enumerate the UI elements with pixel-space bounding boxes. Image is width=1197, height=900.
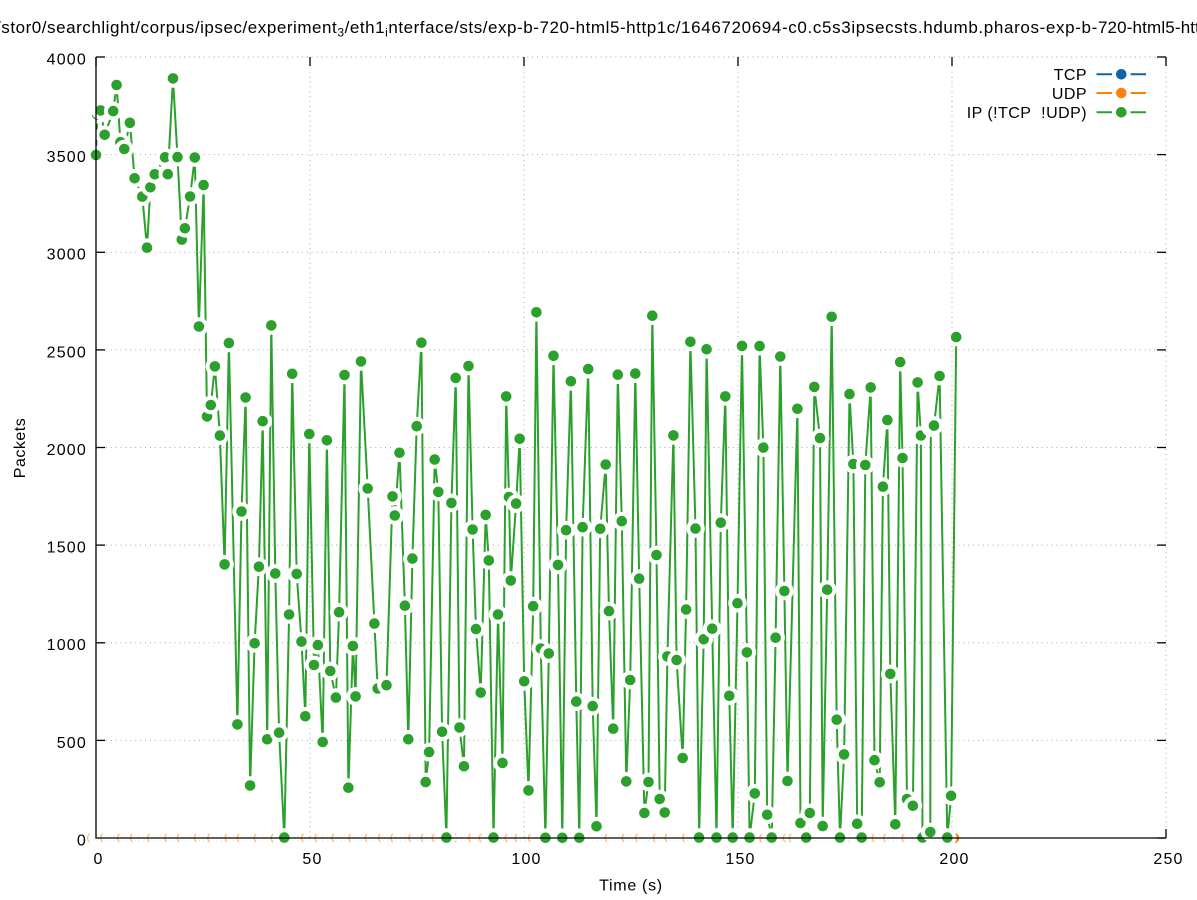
svg-text:100: 100 (511, 851, 541, 868)
svg-text:1000: 1000 (47, 637, 87, 654)
svg-text:200: 200 (939, 851, 969, 868)
svg-text:2500: 2500 (47, 344, 87, 361)
svg-text:IP (!TCP !UDP): IP (!TCP !UDP) (967, 105, 1087, 122)
svg-text:0: 0 (93, 851, 103, 868)
svg-text:UDP: UDP (1052, 86, 1087, 103)
svg-text:4000: 4000 (47, 51, 87, 68)
svg-text:250: 250 (1153, 851, 1183, 868)
svg-text:Packets: Packets (12, 418, 29, 478)
svg-text:150: 150 (725, 851, 755, 868)
svg-text:3000: 3000 (47, 247, 87, 264)
svg-text:2000: 2000 (47, 442, 87, 459)
svg-text:TCP: TCP (1054, 67, 1087, 84)
svg-text:3500: 3500 (47, 149, 87, 166)
svg-text:/stor0/searchlight/corpus/ipse: /stor0/searchlight/corpus/ipsec/experime… (0, 18, 1197, 40)
svg-text:Time (s): Time (s) (599, 878, 663, 895)
svg-text:500: 500 (57, 735, 87, 752)
svg-text:1500: 1500 (47, 540, 87, 557)
svg-text:0: 0 (77, 832, 87, 849)
svg-text:50: 50 (302, 851, 322, 868)
